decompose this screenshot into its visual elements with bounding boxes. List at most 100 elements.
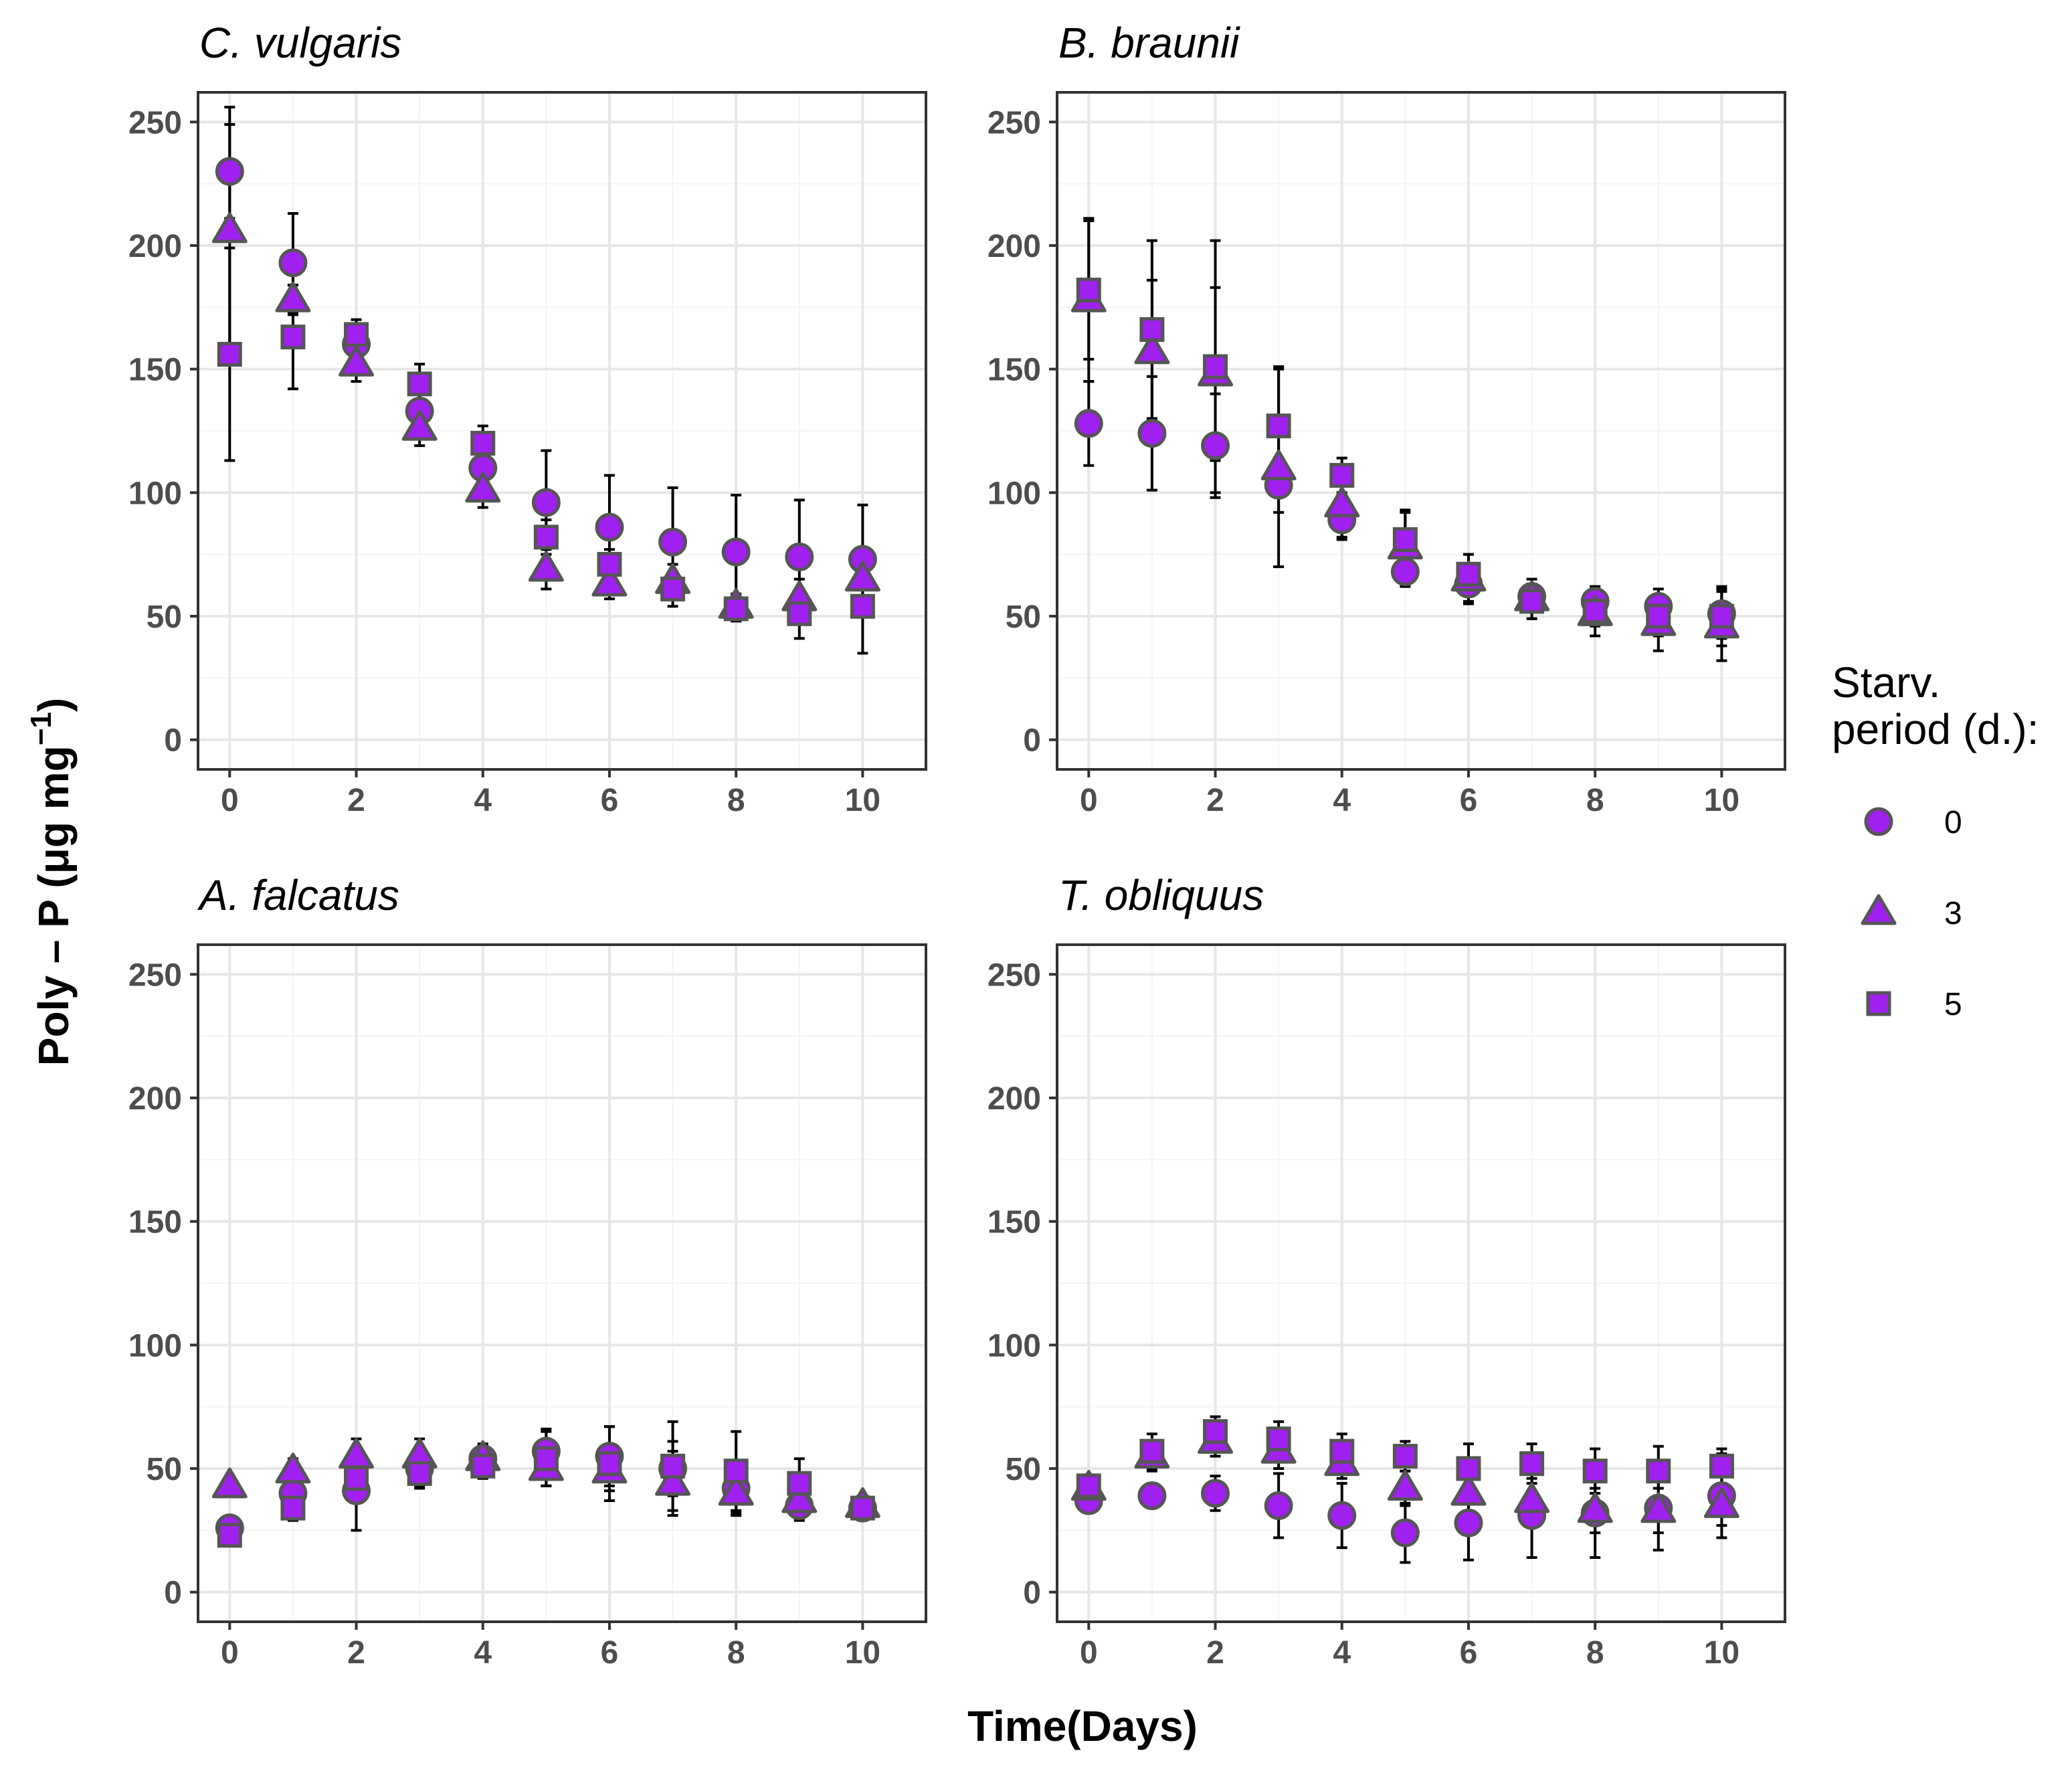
legend-label: 3 <box>1944 896 1962 931</box>
x-tick-label: 8 <box>727 1635 745 1671</box>
legend-title-line-1: Starv. <box>1832 658 1940 707</box>
data-point-square-5 <box>1329 462 1355 488</box>
y-tick-label: 100 <box>128 476 182 511</box>
y-tick-label: 150 <box>128 353 182 388</box>
panel-border <box>1056 91 1786 771</box>
data-point-square-5 <box>533 1446 559 1471</box>
panel-title: A. falcatus <box>197 871 399 919</box>
panel-border <box>197 91 927 771</box>
data-point-square-5 <box>1139 317 1165 343</box>
data-point-square-5 <box>1392 527 1418 553</box>
y-tick-label: 250 <box>128 105 182 141</box>
data-point-square-5 <box>280 324 306 350</box>
x-tick-label: 8 <box>1586 1635 1604 1671</box>
data-point-square-5 <box>597 551 622 577</box>
data-point-circle-0 <box>1264 1491 1293 1520</box>
x-tick-label: 4 <box>1333 783 1351 818</box>
data-point-square-5 <box>1709 1453 1734 1479</box>
data-point-square-5 <box>850 593 875 619</box>
data-point-square-5 <box>723 1459 749 1484</box>
data-point-circle-0 <box>1201 431 1230 460</box>
y-tick-label: 200 <box>128 229 182 264</box>
data-point-triangle-3 <box>1703 1487 1739 1518</box>
data-point-triangle-3 <box>465 472 501 503</box>
x-tick-label: 8 <box>1586 783 1604 818</box>
data-point-square-5 <box>1582 599 1608 624</box>
y-tick-label: 50 <box>1006 599 1041 635</box>
data-point-square-5 <box>533 525 559 550</box>
data-point-square-5 <box>280 1495 306 1521</box>
y-tick-label: 50 <box>1006 1452 1041 1487</box>
data-point-triangle-3 <box>1450 1475 1487 1506</box>
panel-border <box>197 943 927 1623</box>
x-tick-label: 4 <box>474 783 492 818</box>
data-point-triangle-3 <box>1640 1492 1677 1523</box>
data-point-square-5 <box>1392 1444 1418 1469</box>
data-point-triangle-3 <box>1387 1470 1423 1501</box>
y-tick-label: 100 <box>128 1328 182 1364</box>
panel-title: B. braunii <box>1058 19 1240 67</box>
data-point-square-5 <box>1266 413 1291 439</box>
x-tick-label: 2 <box>347 1635 365 1671</box>
y-tick-label: 250 <box>987 105 1041 141</box>
legend-key-square <box>1866 991 1891 1016</box>
x-tick-label: 10 <box>845 1635 880 1671</box>
data-point-square-5 <box>660 1453 686 1479</box>
data-point-square-5 <box>217 342 242 367</box>
x-tick-label: 4 <box>1333 1635 1351 1671</box>
x-tick-label: 0 <box>221 1635 239 1671</box>
data-point-square-5 <box>1266 1426 1291 1452</box>
y-tick-label: 0 <box>1023 723 1041 759</box>
y-tick-label: 200 <box>128 1081 182 1117</box>
y-tick-label: 150 <box>987 353 1041 388</box>
data-point-circle-0 <box>785 542 814 571</box>
data-point-square-5 <box>1582 1459 1608 1484</box>
data-point-square-5 <box>1139 1438 1165 1464</box>
data-point-triangle-3 <box>211 1467 248 1499</box>
data-point-triangle-3 <box>528 551 564 582</box>
x-tick-label: 10 <box>845 783 880 818</box>
y-tick-label: 0 <box>164 723 182 759</box>
x-tick-label: 10 <box>1704 783 1739 818</box>
x-tick-label: 6 <box>1460 783 1478 818</box>
data-point-circle-0 <box>1454 1508 1483 1537</box>
data-point-square-5 <box>1329 1438 1355 1464</box>
panel-border <box>1056 943 1786 1623</box>
data-point-square-5 <box>723 596 749 622</box>
data-point-square-5 <box>660 576 686 601</box>
data-point-circle-0 <box>658 527 688 557</box>
legend-key-circle <box>1864 807 1893 836</box>
data-point-triangle-3 <box>1260 449 1297 480</box>
data-point-square-5 <box>1709 603 1734 629</box>
data-point-square-5 <box>407 371 432 397</box>
data-point-square-5 <box>1203 354 1228 379</box>
data-point-square-5 <box>850 1495 875 1521</box>
data-point-triangle-3 <box>275 281 311 312</box>
data-point-triangle-3 <box>1324 486 1360 518</box>
data-point-circle-0 <box>1390 1518 1420 1548</box>
data-point-square-5 <box>344 322 369 347</box>
y-axis-label: Poly – P (μg mg−1) <box>25 698 78 1066</box>
data-point-square-5 <box>1519 589 1545 614</box>
legend-label: 0 <box>1944 805 1962 840</box>
data-point-square-5 <box>344 1466 369 1491</box>
data-point-square-5 <box>1076 277 1101 302</box>
y-axis-label-main: Poly – P (μg mg <box>29 745 78 1066</box>
data-point-triangle-3 <box>591 565 628 597</box>
x-tick-label: 2 <box>1206 783 1224 818</box>
y-tick-label: 150 <box>128 1205 182 1240</box>
data-point-triangle-3 <box>275 1453 311 1484</box>
data-point-circle-0 <box>595 512 624 542</box>
data-point-triangle-3 <box>655 1465 691 1496</box>
data-point-triangle-3 <box>1514 1482 1550 1513</box>
x-tick-label: 4 <box>474 1635 492 1671</box>
legend-key-triangle <box>1861 894 1897 925</box>
data-point-circle-0 <box>1327 1501 1357 1530</box>
data-point-circle-0 <box>1074 409 1103 438</box>
x-tick-label: 0 <box>1080 1635 1098 1671</box>
panel-title: C. vulgaris <box>199 19 401 67</box>
